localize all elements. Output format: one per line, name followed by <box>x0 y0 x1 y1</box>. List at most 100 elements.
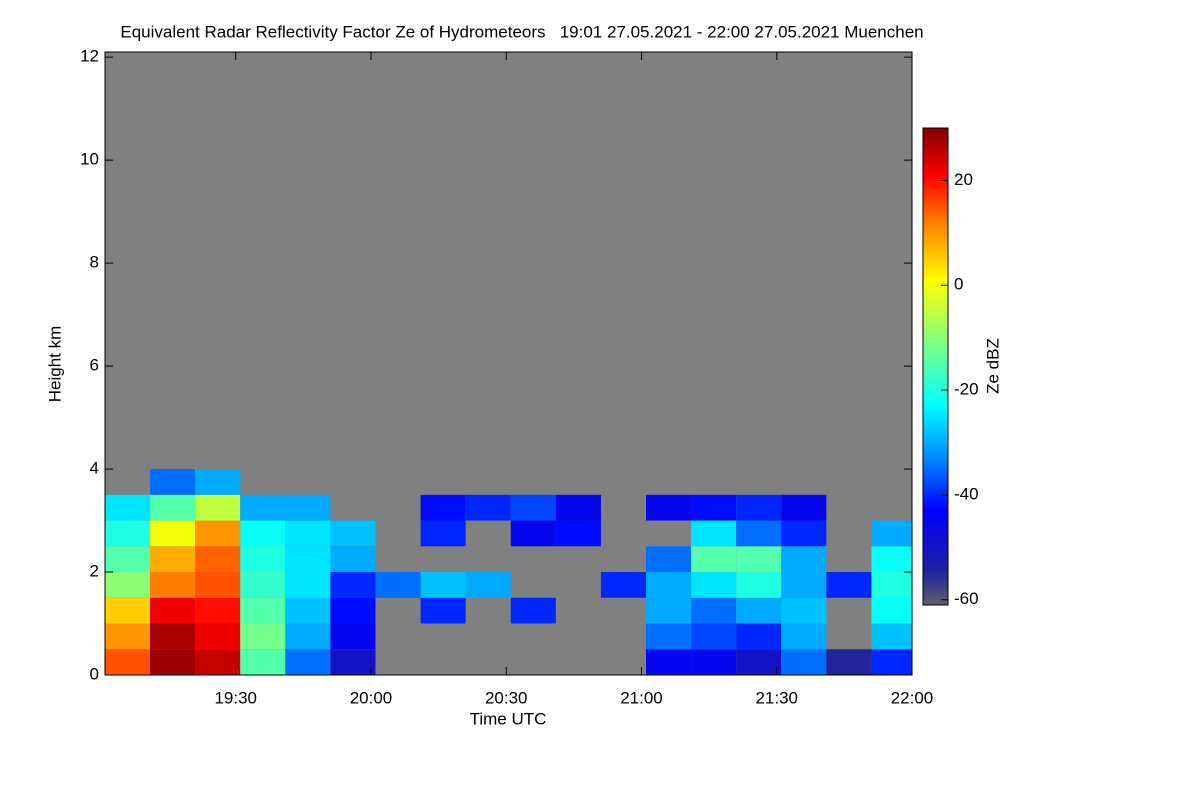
y-tick-label: 8 <box>90 253 99 272</box>
echo-cell <box>195 623 241 650</box>
echo-cell <box>240 520 286 547</box>
echo-cell <box>646 546 692 573</box>
echo-cell <box>736 572 782 598</box>
echo-cell <box>105 546 151 573</box>
echo-cell <box>781 572 827 598</box>
chart-title: Equivalent Radar Reflectivity Factor Ze … <box>120 22 923 41</box>
echo-cell <box>871 623 912 650</box>
echo-cell <box>150 469 196 495</box>
echo-cell <box>195 469 241 495</box>
echo-cell <box>240 494 286 521</box>
y-tick-label: 6 <box>90 356 99 375</box>
x-tick-label: 22:00 <box>891 688 934 707</box>
x-tick-label: 19:30 <box>214 688 257 707</box>
echo-cell <box>240 572 286 598</box>
echo-cell <box>420 597 466 624</box>
echo-cell <box>105 494 151 521</box>
echo-cell <box>510 520 556 547</box>
echo-cell <box>781 597 827 624</box>
echo-cell <box>285 546 331 573</box>
echo-cell <box>375 572 421 598</box>
colorbar-label: Ze dBZ <box>983 338 1002 394</box>
x-tick-label: 21:00 <box>620 688 663 707</box>
echo-cell <box>781 546 827 573</box>
echo-cell <box>736 623 782 650</box>
echo-cell <box>510 494 556 521</box>
echo-cell <box>105 520 151 547</box>
echo-cell <box>691 520 737 547</box>
echo-cell <box>691 572 737 598</box>
echo-cell <box>510 597 556 624</box>
echo-cell <box>646 494 692 521</box>
echo-cell <box>150 597 196 624</box>
echo-cell <box>150 572 196 598</box>
echo-cell <box>105 597 151 624</box>
echo-cell <box>781 649 827 675</box>
echo-cell <box>150 520 196 547</box>
echo-cell <box>330 649 376 675</box>
echo-cell <box>285 623 331 650</box>
colorbar-tick-label: 0 <box>954 275 963 294</box>
x-tick-label: 20:30 <box>485 688 528 707</box>
echo-cell <box>420 572 466 598</box>
echo-cell <box>240 546 286 573</box>
echo-cell <box>736 520 782 547</box>
echo-cell <box>285 494 331 521</box>
echo-cell <box>555 494 601 521</box>
echo-cell <box>330 546 376 573</box>
echo-cell <box>330 597 376 624</box>
y-tick-label: 12 <box>80 47 99 66</box>
echo-cell <box>465 494 511 521</box>
echo-cell <box>195 572 241 598</box>
colorbar-tick-label: -20 <box>954 380 979 399</box>
echo-cell <box>646 597 692 624</box>
echo-cell <box>330 520 376 547</box>
colorbar-tick-label: -60 <box>954 589 979 608</box>
echo-cell <box>736 597 782 624</box>
colorbar-tick-label: 20 <box>954 170 973 189</box>
echo-cell <box>285 572 331 598</box>
echo-cell <box>691 546 737 573</box>
echo-cell <box>105 572 151 598</box>
echo-cell <box>105 623 151 650</box>
echo-cell <box>736 546 782 573</box>
echo-cell <box>736 494 782 521</box>
echo-cell <box>330 572 376 598</box>
x-tick-label: 20:00 <box>350 688 393 707</box>
echo-cell <box>781 520 827 547</box>
echo-cell <box>871 546 912 573</box>
echo-cell <box>646 649 692 675</box>
echo-cell <box>285 520 331 547</box>
echo-cell <box>781 623 827 650</box>
echo-cell <box>285 649 331 675</box>
echo-cell <box>465 572 511 598</box>
echo-cell <box>240 649 286 675</box>
echo-cell <box>420 494 466 521</box>
echo-cell <box>555 520 601 547</box>
echo-cell <box>240 597 286 624</box>
echo-cell <box>871 520 912 547</box>
echo-cell <box>150 546 196 573</box>
echo-cell <box>691 597 737 624</box>
x-axis-label: Time UTC <box>470 709 547 728</box>
echo-cell <box>826 649 872 675</box>
y-tick-label: 10 <box>80 150 99 169</box>
x-tick-label: 21:30 <box>755 688 798 707</box>
echo-cell <box>646 572 692 598</box>
echo-cell <box>600 572 647 598</box>
echo-cell <box>826 572 872 598</box>
echo-cell <box>195 546 241 573</box>
colorbar <box>922 127 949 606</box>
y-tick-label: 2 <box>90 562 99 581</box>
echo-cell <box>195 520 241 547</box>
echo-cell <box>691 649 737 675</box>
echo-cell <box>871 597 912 624</box>
echo-cell <box>150 649 196 675</box>
echo-cell <box>150 494 196 521</box>
echo-cell <box>150 623 196 650</box>
colorbar-tick-label: -40 <box>954 484 979 503</box>
echo-cell <box>691 623 737 650</box>
echo-cell <box>105 649 151 675</box>
echo-cell <box>195 649 241 675</box>
echo-cell <box>781 494 827 521</box>
